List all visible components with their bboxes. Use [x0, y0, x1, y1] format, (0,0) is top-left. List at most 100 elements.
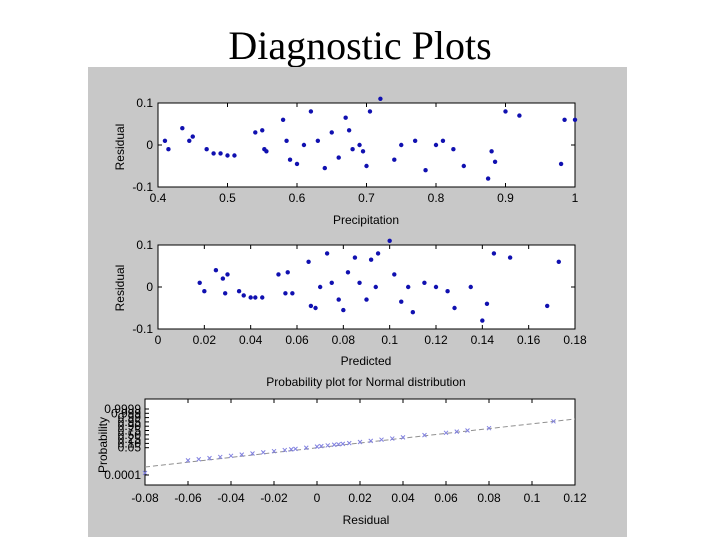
data-point — [190, 134, 195, 139]
x-tick-label: 0.04 — [239, 333, 263, 347]
data-point — [357, 280, 362, 285]
data-point — [341, 307, 346, 313]
data-point — [489, 149, 494, 154]
y-tick-label: 0.99 — [118, 411, 142, 425]
data-point — [253, 130, 258, 135]
prob-point — [325, 443, 331, 448]
data-point — [232, 153, 237, 158]
x-tick-label: 0.18 — [563, 333, 587, 347]
data-point — [364, 163, 369, 169]
x-tick-label: 0.5 — [219, 191, 236, 205]
data-point — [187, 138, 192, 143]
data-point — [236, 289, 242, 294]
data-point — [220, 276, 226, 281]
data-point — [162, 138, 168, 143]
data-point — [284, 138, 289, 143]
data-point — [248, 295, 253, 300]
plot1-xlabel: Precipitation — [333, 213, 399, 227]
data-point — [392, 157, 397, 162]
data-point — [241, 293, 246, 298]
data-point — [350, 147, 355, 152]
data-point — [517, 113, 522, 118]
y-tick-label: 0.0001 — [104, 468, 141, 482]
y-tick-label: 0.50 — [118, 428, 142, 442]
data-point — [558, 161, 564, 167]
data-point — [324, 251, 330, 256]
data-point — [373, 284, 378, 290]
data-point — [197, 280, 202, 285]
data-point — [399, 299, 404, 304]
plot2-yticks: -0.1 0 0.1 — [132, 238, 575, 336]
y-tick-label: 0.9999 — [104, 402, 141, 416]
x-tick-label: 0.8 — [428, 191, 445, 205]
prob-point — [340, 441, 346, 447]
prob-point — [293, 446, 298, 452]
prob-point — [443, 430, 449, 436]
data-point — [387, 238, 392, 243]
data-point — [222, 291, 228, 296]
prob-point — [400, 435, 406, 440]
x-tick-label: 0 — [314, 491, 321, 505]
prob-point — [346, 440, 352, 446]
data-point — [451, 147, 456, 152]
prob-point — [250, 451, 255, 456]
data-point — [480, 318, 485, 323]
x-tick-label: 0.7 — [358, 191, 375, 205]
data-point — [423, 168, 428, 173]
y-tick-label: -0.1 — [132, 322, 153, 336]
data-point — [306, 259, 311, 264]
prob-point — [318, 443, 324, 449]
y-tick-label: 0.25 — [118, 432, 142, 446]
data-point — [285, 270, 290, 275]
data-point — [213, 268, 219, 273]
data-point — [225, 153, 230, 158]
x-tick-label: 0.4 — [150, 191, 167, 205]
data-point — [218, 151, 223, 156]
data-point — [329, 130, 334, 135]
data-point — [336, 297, 341, 302]
plot2-marks — [197, 238, 561, 323]
data-point — [317, 284, 323, 290]
data-point — [352, 255, 358, 260]
data-point — [283, 291, 288, 296]
x-tick-label: -0.06 — [174, 491, 202, 505]
data-point — [367, 109, 373, 114]
data-point — [484, 301, 490, 306]
x-tick-label: -0.02 — [260, 491, 288, 505]
data-point — [202, 289, 207, 294]
data-point — [556, 259, 561, 264]
y-tick-label: 0.95 — [118, 415, 142, 429]
data-point — [545, 303, 550, 309]
prob-point — [336, 441, 341, 447]
y-tick-label: 0 — [146, 280, 153, 294]
plot-probability-normal: Probability plot for Normal distribution… — [96, 375, 587, 527]
data-point — [322, 165, 327, 171]
plot1-yticks: -0.1 0 0.1 — [132, 96, 575, 194]
data-point — [253, 295, 258, 300]
y-tick-label: 0.10 — [118, 436, 142, 450]
data-point — [301, 142, 307, 148]
data-point — [440, 138, 446, 143]
prob-point — [207, 455, 212, 461]
x-tick-label: 0.12 — [424, 333, 448, 347]
data-point — [211, 151, 216, 156]
plot-residual-vs-precipitation: 0.4 0.5 0.6 0.7 0.8 0.9 1 -0.1 0 0.1 Precipitati… — [113, 96, 579, 227]
prob-point — [422, 432, 427, 438]
data-point — [364, 297, 369, 302]
data-point — [392, 272, 397, 277]
page-title: Diagnostic Plots — [228, 23, 492, 68]
y-tick-label: 0.90 — [118, 419, 142, 433]
data-point — [345, 270, 351, 275]
prob-point — [288, 447, 294, 452]
y-tick-label: 0.75 — [118, 424, 142, 438]
data-point — [422, 280, 427, 285]
plot2-ylabel: Residual — [113, 265, 127, 312]
data-point — [461, 163, 466, 169]
data-point — [507, 255, 513, 260]
data-point — [308, 303, 314, 309]
data-point — [368, 257, 374, 262]
y-tick-label: 0.1 — [136, 238, 153, 252]
x-tick-label: 0.1 — [524, 491, 541, 505]
x-tick-label: 0.1 — [381, 333, 398, 347]
prob-point — [185, 458, 191, 463]
